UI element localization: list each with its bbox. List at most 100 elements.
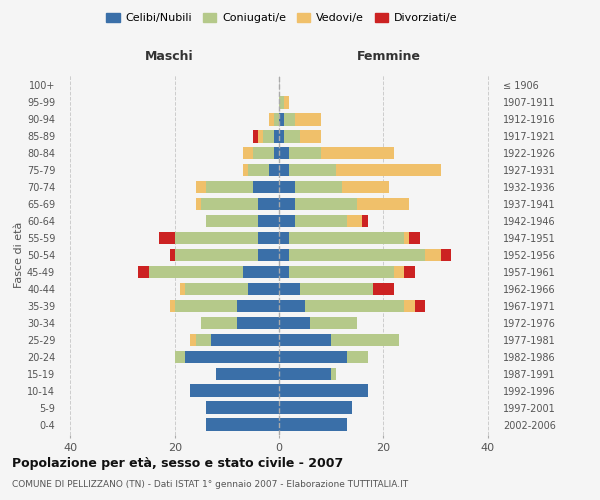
- Bar: [279, 402, 352, 414]
- Bar: [211, 334, 279, 346]
- Text: COMUNE DI PELLIZZANO (TN) - Dati ISTAT 1° gennaio 2007 - Elaborazione TUTTITALIA: COMUNE DI PELLIZZANO (TN) - Dati ISTAT 1…: [12, 480, 408, 489]
- Bar: [289, 164, 337, 176]
- Bar: [337, 164, 440, 176]
- Bar: [289, 266, 394, 278]
- Bar: [190, 334, 196, 346]
- Bar: [321, 146, 394, 160]
- Bar: [237, 300, 279, 312]
- Bar: [175, 232, 258, 244]
- Bar: [295, 113, 321, 126]
- Bar: [394, 266, 404, 278]
- Bar: [289, 232, 404, 244]
- Bar: [237, 316, 279, 330]
- Bar: [185, 282, 248, 296]
- Bar: [248, 282, 279, 296]
- Bar: [175, 248, 258, 262]
- Bar: [331, 334, 399, 346]
- Bar: [206, 180, 253, 194]
- Bar: [196, 334, 211, 346]
- Bar: [175, 300, 237, 312]
- Bar: [373, 282, 394, 296]
- Bar: [206, 418, 279, 431]
- Bar: [289, 248, 425, 262]
- Bar: [242, 146, 253, 160]
- Bar: [263, 130, 274, 142]
- Bar: [279, 384, 368, 397]
- Bar: [149, 266, 242, 278]
- Bar: [279, 316, 310, 330]
- Bar: [279, 113, 284, 126]
- Bar: [242, 164, 248, 176]
- Bar: [279, 266, 289, 278]
- Bar: [279, 130, 284, 142]
- Bar: [279, 96, 284, 108]
- Bar: [279, 198, 295, 210]
- Bar: [279, 334, 331, 346]
- Bar: [248, 164, 269, 176]
- Bar: [274, 130, 279, 142]
- Bar: [279, 180, 295, 194]
- Bar: [284, 130, 300, 142]
- Bar: [170, 300, 175, 312]
- Bar: [253, 180, 279, 194]
- Bar: [138, 266, 149, 278]
- Bar: [253, 146, 274, 160]
- Bar: [196, 198, 201, 210]
- Bar: [289, 146, 321, 160]
- Bar: [258, 130, 263, 142]
- Y-axis label: Fasce di età: Fasce di età: [14, 222, 24, 288]
- Bar: [258, 248, 279, 262]
- Bar: [404, 300, 415, 312]
- Bar: [258, 214, 279, 228]
- Bar: [217, 368, 279, 380]
- Bar: [284, 96, 289, 108]
- Bar: [170, 248, 175, 262]
- Legend: Celibi/Nubili, Coniugati/e, Vedovi/e, Divorziati/e: Celibi/Nubili, Coniugati/e, Vedovi/e, Di…: [102, 8, 462, 28]
- Bar: [175, 350, 185, 364]
- Bar: [341, 180, 389, 194]
- Bar: [440, 248, 451, 262]
- Bar: [279, 300, 305, 312]
- Bar: [279, 164, 289, 176]
- Bar: [274, 146, 279, 160]
- Bar: [362, 214, 368, 228]
- Bar: [300, 282, 373, 296]
- Bar: [185, 350, 279, 364]
- Bar: [415, 300, 425, 312]
- Bar: [190, 384, 279, 397]
- Bar: [258, 232, 279, 244]
- Bar: [300, 130, 321, 142]
- Bar: [196, 180, 206, 194]
- Bar: [310, 316, 357, 330]
- Bar: [279, 368, 331, 380]
- Bar: [269, 113, 274, 126]
- Bar: [295, 180, 341, 194]
- Bar: [347, 350, 368, 364]
- Bar: [242, 266, 279, 278]
- Bar: [295, 214, 347, 228]
- Bar: [279, 282, 300, 296]
- Bar: [425, 248, 440, 262]
- Bar: [295, 198, 357, 210]
- Bar: [404, 232, 409, 244]
- Bar: [206, 402, 279, 414]
- Bar: [159, 232, 175, 244]
- Bar: [279, 418, 347, 431]
- Bar: [279, 214, 295, 228]
- Bar: [404, 266, 415, 278]
- Bar: [201, 198, 258, 210]
- Bar: [258, 198, 279, 210]
- Bar: [269, 164, 279, 176]
- Bar: [180, 282, 185, 296]
- Text: Popolazione per età, sesso e stato civile - 2007: Popolazione per età, sesso e stato civil…: [12, 458, 343, 470]
- Bar: [253, 130, 258, 142]
- Text: Femmine: Femmine: [356, 50, 421, 63]
- Bar: [279, 146, 289, 160]
- Bar: [279, 350, 347, 364]
- Bar: [274, 113, 279, 126]
- Bar: [331, 368, 337, 380]
- Bar: [279, 232, 289, 244]
- Bar: [305, 300, 404, 312]
- Bar: [279, 248, 289, 262]
- Bar: [206, 214, 258, 228]
